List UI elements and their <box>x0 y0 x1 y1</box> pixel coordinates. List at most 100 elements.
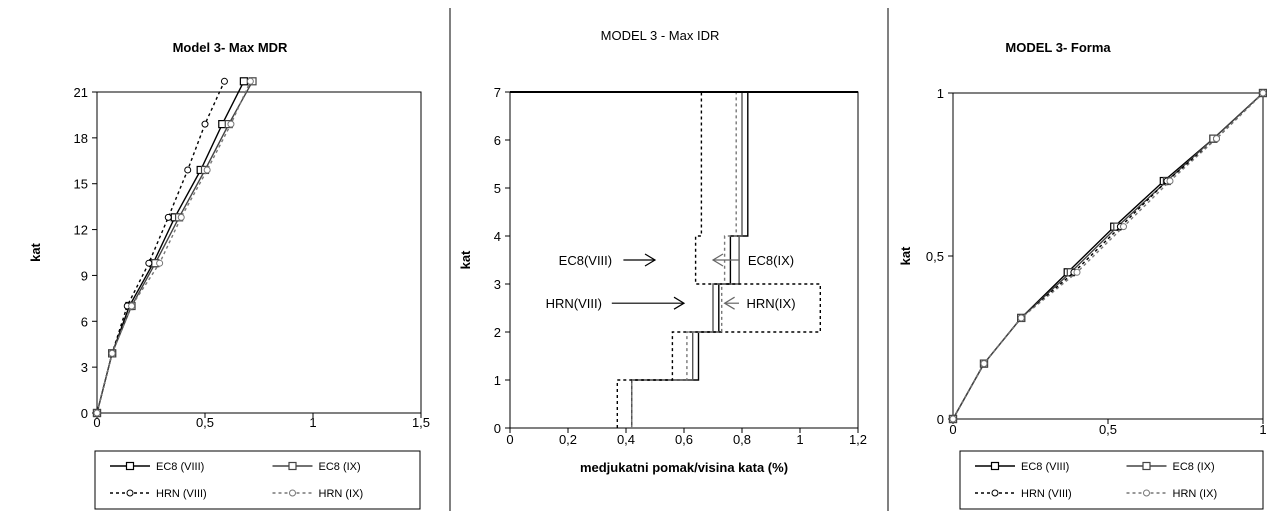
x-tick-label: 1 <box>796 432 803 447</box>
data-point <box>145 259 153 267</box>
data-point <box>1166 177 1174 185</box>
data-point <box>239 77 248 86</box>
legend-swatch-marker <box>289 489 296 497</box>
annotation-arrow-head <box>644 253 657 267</box>
series-line <box>96 81 252 414</box>
data-point <box>1073 268 1081 276</box>
y-tick-label: 3 <box>81 360 88 375</box>
x-tick-label: 0,8 <box>733 432 751 447</box>
x-tick-label: 0 <box>506 432 513 447</box>
annotation-label: EC8(IX) <box>748 253 794 268</box>
legend-swatch-marker <box>125 461 135 471</box>
series-line <box>96 81 226 414</box>
x-tick-label: 1,2 <box>849 432 867 447</box>
x-tick-label: 1 <box>1259 422 1266 437</box>
y-tick-label: 9 <box>81 268 88 283</box>
series-line <box>96 80 254 414</box>
y-tick-label: 21 <box>74 85 88 100</box>
data-point <box>1120 223 1127 231</box>
legend-label: EC8 (VIII) <box>1021 461 1069 473</box>
data-point <box>93 409 101 417</box>
data-point <box>164 213 172 221</box>
series-step-line <box>631 92 737 428</box>
y-tick-label: 4 <box>494 229 501 244</box>
data-point <box>1213 135 1220 143</box>
y-tick-label: 12 <box>74 223 88 238</box>
y-axis-label: kat <box>458 250 473 269</box>
legend-label: HRN (VIII) <box>156 488 207 500</box>
y-tick-label: 15 <box>74 177 88 192</box>
x-tick-label: 0,4 <box>617 432 635 447</box>
legend-label: EC8 (VIII) <box>156 461 204 473</box>
y-tick-label: 3 <box>494 277 501 292</box>
legend-box <box>959 450 1264 510</box>
annotation-label: EC8(VIII) <box>559 253 612 268</box>
y-tick-label: 7 <box>494 85 501 100</box>
x-tick-label: 0,5 <box>1099 422 1117 437</box>
x-axis-label: medjukatni pomak/visina kata (%) <box>580 460 788 475</box>
y-tick-label: 0 <box>937 412 944 427</box>
series-step-line <box>616 92 821 428</box>
legend-label: EC8 (IX) <box>319 461 361 473</box>
data-point <box>949 415 957 423</box>
annotation-arrow-head <box>673 296 686 310</box>
data-point <box>1259 89 1267 97</box>
data-point <box>177 213 185 221</box>
data-point <box>184 166 192 174</box>
data-point <box>156 259 164 267</box>
x-tick-label: 0 <box>93 415 100 430</box>
x-tick-label: 0,6 <box>675 432 693 447</box>
series-hrn-viii- <box>616 92 821 428</box>
legend-swatch-marker <box>1143 489 1150 497</box>
data-point <box>128 302 136 310</box>
y-axis-label: kat <box>898 246 913 265</box>
legend-label: HRN (VIII) <box>1021 488 1072 500</box>
y-tick-label: 1 <box>937 86 944 101</box>
y-tick-label: 1 <box>494 373 501 388</box>
legend-label: EC8 (IX) <box>1173 461 1215 473</box>
data-point <box>227 120 235 128</box>
chart-title: MODEL 3- Forma <box>1005 40 1111 55</box>
legend-box <box>94 450 421 510</box>
y-tick-label: 18 <box>74 131 88 146</box>
y-axis-label: kat <box>28 242 43 261</box>
series-line <box>952 92 1264 420</box>
x-tick-label: 1,5 <box>412 415 430 430</box>
y-tick-label: 0 <box>494 421 501 436</box>
x-tick-label: 1 <box>309 415 316 430</box>
annotation-label: HRN(VIII) <box>546 296 602 311</box>
y-tick-label: 0,5 <box>926 249 944 264</box>
x-tick-label: 0,2 <box>559 432 577 447</box>
plot-frame <box>96 91 422 414</box>
data-point <box>980 360 988 368</box>
x-tick-label: 0 <box>949 422 956 437</box>
x-tick-label: 0,5 <box>196 415 214 430</box>
series-ec8-viii- <box>92 77 248 418</box>
data-point <box>201 120 209 128</box>
data-point <box>246 77 254 85</box>
y-tick-label: 2 <box>494 325 501 340</box>
legend-label: HRN (IX) <box>319 488 364 500</box>
y-tick-label: 6 <box>81 314 88 329</box>
legend-swatch-marker <box>126 489 134 497</box>
legend-swatch-marker <box>990 461 1000 471</box>
legend-swatch-marker <box>288 461 297 471</box>
data-point <box>1017 314 1025 322</box>
chart-title: Model 3- Max MDR <box>173 40 288 55</box>
y-tick-label: 5 <box>494 181 501 196</box>
legend-swatch-marker <box>1142 461 1151 471</box>
series-hrn-ix- <box>93 77 254 417</box>
annotation-arrow-head <box>723 296 735 310</box>
legend-label: HRN (IX) <box>1173 488 1218 500</box>
annotation-label: HRN(IX) <box>746 296 795 311</box>
y-tick-label: 6 <box>494 133 501 148</box>
data-point <box>203 166 211 174</box>
data-point <box>108 349 116 357</box>
series-line <box>96 80 245 414</box>
chart-title: MODEL 3 - Max IDR <box>601 28 720 43</box>
data-point <box>220 77 228 85</box>
series-ec8-ix- <box>92 77 257 418</box>
series-hrn-ix- <box>631 92 737 428</box>
annotation-arrow-head <box>711 253 724 267</box>
